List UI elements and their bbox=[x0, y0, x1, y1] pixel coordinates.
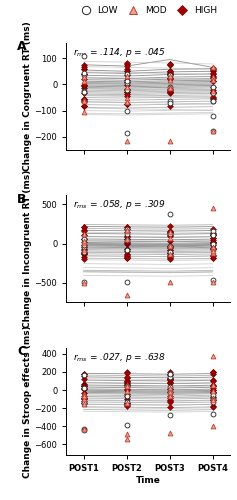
Y-axis label: Change in Incongruent RT (ms): Change in Incongruent RT (ms) bbox=[23, 170, 32, 328]
Text: A: A bbox=[17, 40, 27, 54]
Legend: LOW, MOD, HIGH: LOW, MOD, HIGH bbox=[76, 6, 218, 16]
Text: $r_{ms}$ = .114, $p$ = .045: $r_{ms}$ = .114, $p$ = .045 bbox=[73, 46, 166, 59]
Text: C: C bbox=[17, 346, 27, 358]
Text: B: B bbox=[17, 193, 27, 206]
Y-axis label: Change in Congruent RT (ms): Change in Congruent RT (ms) bbox=[23, 22, 32, 171]
Text: $r_{ms}$ = .027, $p$ = .638: $r_{ms}$ = .027, $p$ = .638 bbox=[73, 351, 166, 364]
Y-axis label: Change in Stroop effects (ms): Change in Stroop effects (ms) bbox=[23, 325, 32, 478]
Text: $r_{ms}$ = .058, $p$ = .309: $r_{ms}$ = .058, $p$ = .309 bbox=[73, 198, 166, 211]
X-axis label: Time: Time bbox=[136, 476, 160, 485]
